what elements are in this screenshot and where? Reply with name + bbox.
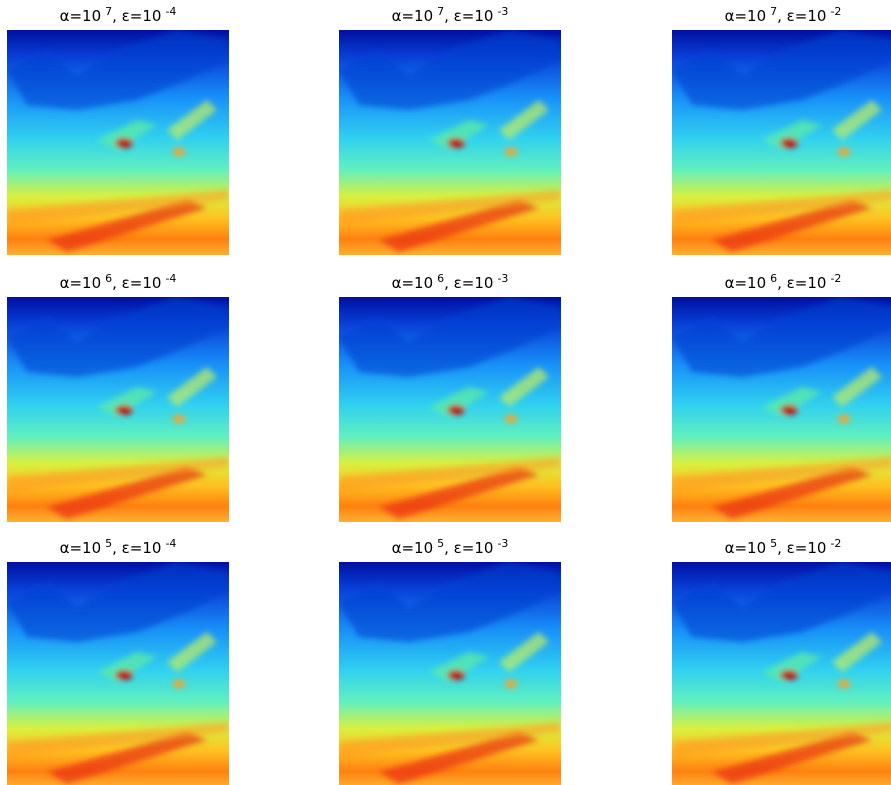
panel-fill	[672, 30, 891, 255]
title-text: α=10	[392, 7, 434, 25]
title-exponent: 5	[105, 537, 112, 550]
title-text: α=10	[60, 539, 102, 557]
title-text: , ε=10	[777, 274, 826, 292]
title-text: α=10	[725, 274, 767, 292]
panel-fill	[339, 30, 561, 255]
title-exponent: -3	[497, 272, 508, 285]
panel-image	[339, 562, 561, 785]
title-exponent: 5	[437, 537, 444, 550]
title-text: , ε=10	[444, 274, 493, 292]
title-exponent: 6	[437, 272, 444, 285]
title-exponent: 7	[437, 5, 444, 18]
title-text: , ε=10	[112, 539, 161, 557]
title-text: α=10	[725, 539, 767, 557]
title-text: α=10	[60, 274, 102, 292]
panel-fill	[339, 562, 561, 785]
title-text: α=10	[392, 274, 434, 292]
title-text: α=10	[60, 7, 102, 25]
title-exponent: 5	[770, 537, 777, 550]
title-text: α=10	[392, 539, 434, 557]
title-exponent: 6	[770, 272, 777, 285]
panel-image	[7, 30, 229, 255]
panel-fill	[7, 562, 229, 785]
title-text: , ε=10	[112, 274, 161, 292]
panel-fill	[7, 30, 229, 255]
panel-fill	[339, 297, 561, 522]
title-text: , ε=10	[444, 7, 493, 25]
title-exponent: -4	[165, 5, 176, 18]
title-text: , ε=10	[777, 539, 826, 557]
title-exponent: -4	[165, 272, 176, 285]
panel-image	[7, 297, 229, 522]
title-text: , ε=10	[112, 7, 161, 25]
title-exponent: -2	[830, 5, 841, 18]
title-text: α=10	[725, 7, 767, 25]
title-exponent: -4	[165, 537, 176, 550]
panel-image	[7, 562, 229, 785]
title-text: , ε=10	[777, 7, 826, 25]
title-exponent: 6	[105, 272, 112, 285]
panel-image	[339, 297, 561, 522]
panel-fill	[672, 562, 891, 785]
title-exponent: -2	[830, 272, 841, 285]
title-exponent: 7	[105, 5, 112, 18]
title-exponent: 7	[770, 5, 777, 18]
panel-image	[672, 562, 891, 785]
panel-image	[672, 30, 891, 255]
figure: α=107, ε=10-4α=107, ε=10-3α=107, ε=10-2α…	[0, 0, 891, 785]
panel-fill	[7, 297, 229, 522]
title-text: , ε=10	[444, 539, 493, 557]
title-exponent: -3	[497, 5, 508, 18]
panel-fill	[672, 297, 891, 522]
title-exponent: -3	[497, 537, 508, 550]
title-exponent: -2	[830, 537, 841, 550]
panel-image	[672, 297, 891, 522]
panel-image	[339, 30, 561, 255]
